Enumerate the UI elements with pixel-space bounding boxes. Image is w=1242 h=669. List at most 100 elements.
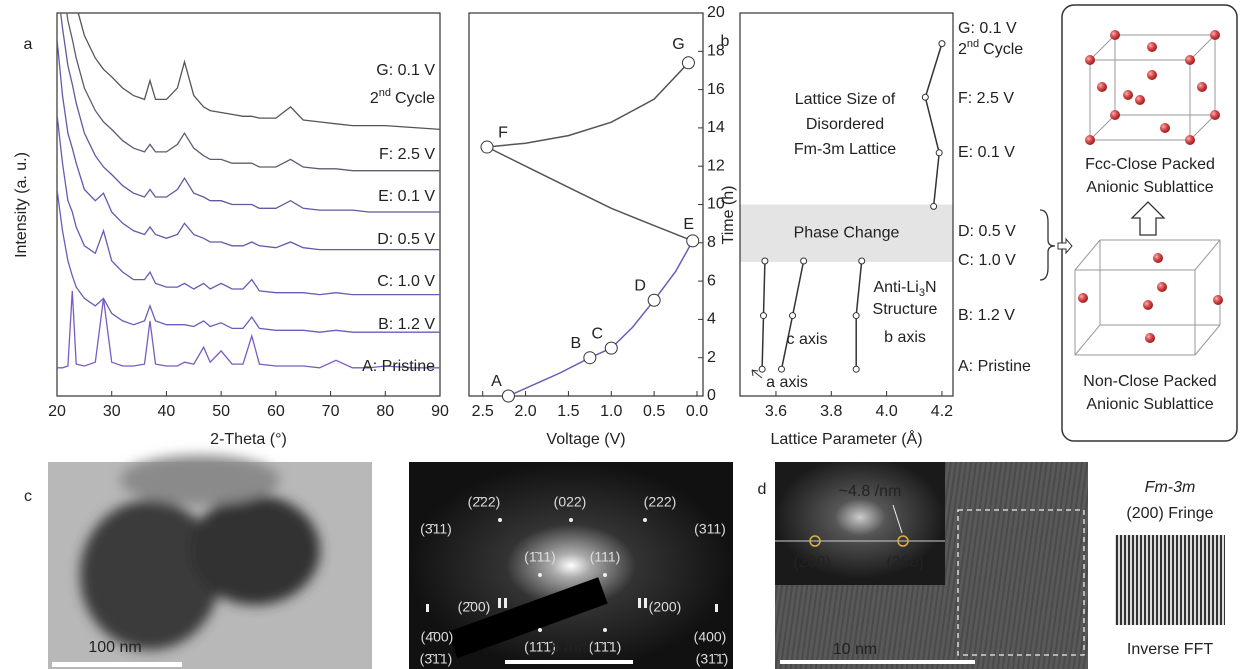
saed-label: (2̄22)	[468, 494, 501, 510]
state-label: A	[491, 373, 502, 390]
state-marker	[480, 140, 494, 154]
y-tick-label: 2	[707, 349, 716, 366]
scale-bar	[505, 660, 633, 664]
state-label: D: 0.5 V	[958, 223, 1016, 240]
fft-pointer	[892, 504, 903, 534]
saed-label: (1̄11)	[524, 549, 556, 565]
series-line	[57, 39, 440, 251]
series-label: E: 0.1 V	[378, 188, 435, 205]
annotation: Lattice Size of	[795, 91, 896, 108]
panel-label: a	[24, 36, 33, 53]
band-label: Phase Change	[794, 224, 900, 241]
saed-label: (311)	[694, 521, 726, 537]
fringe-title: Fm-3m	[1145, 479, 1196, 496]
x-tick-label: 50	[212, 403, 230, 420]
x-tick-label: 90	[431, 403, 449, 420]
state-label: E: 0.1 V	[958, 144, 1015, 161]
data-point	[758, 365, 766, 373]
series-line	[77, 13, 440, 131]
scale-bar	[52, 662, 182, 667]
data-point	[760, 312, 768, 320]
data-point	[777, 365, 785, 373]
y-tick-label: 4	[707, 311, 716, 328]
state-label: G	[672, 36, 684, 53]
state-marker	[681, 56, 695, 70]
y-tick-label: 14	[707, 119, 725, 136]
fcc-atoms	[1085, 30, 1220, 145]
y-axis-label: Time (h)	[720, 186, 737, 245]
saed-label: (200)	[649, 599, 682, 615]
series-line	[60, 13, 440, 213]
y-tick-label: 0	[707, 387, 716, 404]
text-part: Anti-Li	[873, 279, 918, 296]
x-axis-label: Lattice Parameter (Å)	[770, 429, 922, 448]
annotation: Disordered	[806, 116, 884, 133]
series-label: B: 1.2 V	[378, 316, 435, 333]
x-tick-label: 0.0	[686, 403, 708, 420]
fringe-image	[1115, 535, 1225, 625]
saed-label: (2̄00)	[458, 599, 491, 615]
fringe-subtitle: (200) Fringe	[1126, 505, 1213, 522]
series-line	[66, 13, 440, 172]
series-label: a axis	[766, 374, 808, 391]
saed-label: (31̄1̄)	[696, 651, 729, 667]
data-point	[800, 257, 808, 265]
series-line	[486, 62, 689, 148]
series-line	[486, 146, 693, 242]
series-line	[57, 290, 440, 369]
scale-bar	[780, 660, 975, 664]
text-part: 2	[958, 41, 967, 58]
x-tick-label: 40	[158, 403, 176, 420]
data-point	[852, 365, 860, 373]
y-tick-label: 18	[707, 43, 725, 60]
saed-label: (3̄1̄1)	[420, 651, 453, 667]
data-point	[935, 149, 943, 157]
data-point	[921, 93, 929, 101]
particles	[80, 455, 320, 650]
state-label: C: 1.0 V	[958, 252, 1016, 269]
data-point	[930, 202, 938, 210]
y-tick-label: 10	[707, 196, 725, 213]
x-tick-label: 2.0	[514, 403, 536, 420]
x-tick-label: 1.0	[600, 403, 622, 420]
annotation: Structure	[873, 301, 938, 318]
cycle-note: 2nd Cycle	[958, 38, 1023, 58]
plot-frame	[739, 12, 954, 397]
roi-box	[957, 509, 1085, 656]
fft-label: (2̄00)	[793, 554, 830, 571]
y-tick-label: 20	[707, 4, 725, 21]
plot-frame	[468, 12, 704, 397]
x-tick-label: 60	[267, 403, 285, 420]
cycle-note: 2nd Cycle	[370, 87, 435, 107]
text-part: N	[925, 279, 937, 296]
fft-spot	[809, 535, 821, 547]
beam-stop	[447, 577, 608, 659]
state-label: C	[592, 325, 604, 342]
state-marker	[686, 234, 700, 248]
x-tick-label: 4.0	[875, 403, 897, 420]
series-label: c axis	[787, 331, 828, 348]
caption: Non-Close Packed	[1083, 373, 1216, 390]
series-label: G: 0.1 V	[376, 62, 435, 79]
caption: Anionic Sublattice	[1086, 396, 1213, 413]
text-part: 3	[919, 287, 925, 299]
caption: Fcc-Close Packed	[1085, 156, 1215, 173]
state-label: A: Pristine	[958, 358, 1031, 375]
saed-spots	[426, 518, 718, 632]
y-axis-label: Intensity (a. u.)	[13, 152, 30, 258]
panel-label: b	[721, 33, 730, 50]
nonclose-cube	[1074, 239, 1221, 356]
x-axis-label: Voltage (V)	[546, 431, 625, 448]
state-label: B	[571, 335, 582, 352]
x-tick-label: 1.5	[557, 403, 579, 420]
data-point	[858, 257, 866, 265]
nonclose-atoms	[1078, 253, 1223, 343]
x-tick-label: 70	[322, 403, 340, 420]
state-label: D	[634, 277, 646, 294]
scale-label: 100 nm	[88, 639, 141, 656]
saed-label: (111)	[590, 549, 621, 565]
series-label: C: 1.0 V	[377, 273, 435, 290]
y-tick-label: 8	[707, 234, 716, 251]
panel-label: d	[758, 481, 767, 498]
